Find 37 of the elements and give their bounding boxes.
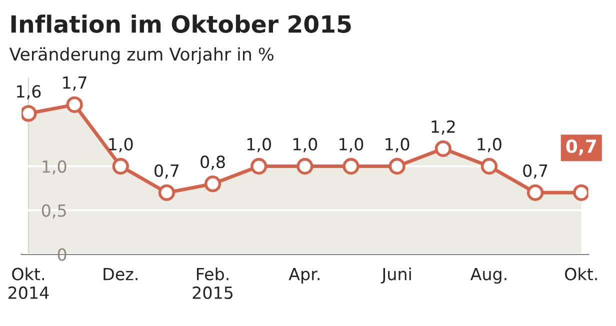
point	[296, 158, 314, 175]
data-label: 0,7	[523, 164, 548, 179]
data-label: 0,8	[200, 156, 225, 170]
x-tick-label: Apr.	[288, 268, 320, 284]
data-label: 0,7	[154, 164, 179, 179]
x-tick-label: Dez.	[104, 268, 138, 280]
data-label: 1,2	[432, 120, 455, 135]
chart-title: Inflation im Oktober 2015	[11, 14, 351, 33]
point	[204, 176, 222, 192]
point	[434, 140, 452, 157]
x-tick-label: Okt.	[565, 267, 597, 280]
y-tick-label: 0,5	[42, 204, 66, 219]
data-label: 0,7	[566, 139, 596, 156]
point	[526, 184, 544, 201]
point	[250, 158, 268, 175]
point	[66, 96, 83, 113]
data-label: 1,0	[386, 138, 410, 152]
x-tick-label: Aug.	[470, 268, 506, 284]
data-label: 1,0	[109, 138, 133, 152]
y-tick-label: 1,0	[42, 160, 66, 175]
point	[480, 158, 498, 175]
chart-subtitle: Veränderung zum Vorjahr in %	[9, 47, 274, 64]
point	[342, 158, 360, 175]
x-tick-label: Okt. 2014	[8, 267, 49, 300]
point	[22, 105, 37, 122]
data-label: 1,0	[340, 138, 364, 152]
x-tick-label: Juni	[380, 267, 411, 284]
point	[388, 158, 406, 175]
point	[112, 158, 129, 175]
x-tick-label: Feb. 2015	[192, 267, 233, 300]
data-label: 1,0	[294, 138, 318, 152]
data-label: 1,6	[17, 85, 41, 100]
data-label: 1,0	[478, 138, 502, 152]
data-label: 1,7	[63, 76, 86, 91]
point	[573, 184, 588, 201]
data-label: 1,0	[247, 138, 271, 152]
point	[158, 184, 176, 201]
